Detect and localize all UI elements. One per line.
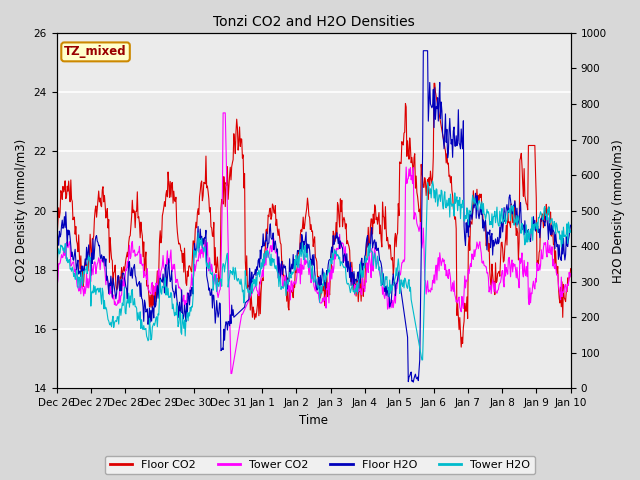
Title: Tonzi CO2 and H2O Densities: Tonzi CO2 and H2O Densities xyxy=(212,15,415,29)
Floor CO2 xyxy=(62,196,70,202)
Legend: Floor CO2, Tower CO2, Floor H2O, Tower H2O: Floor CO2, Tower CO2, Floor H2O, Tower H… xyxy=(105,456,535,474)
Line: Tower CO2: Tower CO2 xyxy=(56,113,571,373)
Tower CO2 xyxy=(392,286,400,291)
Floor H2O xyxy=(410,379,417,385)
Tower H2O xyxy=(567,228,575,233)
Floor H2O xyxy=(567,222,575,228)
Floor CO2 xyxy=(195,206,202,212)
Floor H2O xyxy=(167,277,175,283)
X-axis label: Time: Time xyxy=(299,414,328,427)
Tower H2O xyxy=(52,254,60,260)
Floor CO2 xyxy=(458,344,465,350)
Tower CO2 xyxy=(220,110,227,116)
Tower CO2 xyxy=(167,247,175,253)
Line: Floor CO2: Floor CO2 xyxy=(56,84,571,347)
Tower CO2 xyxy=(62,255,70,261)
Tower CO2 xyxy=(227,371,235,376)
Floor CO2 xyxy=(52,231,60,237)
Floor CO2 xyxy=(391,236,399,241)
Floor H2O xyxy=(391,279,399,285)
Line: Floor H2O: Floor H2O xyxy=(56,51,571,382)
Y-axis label: H2O Density (mmol/m3): H2O Density (mmol/m3) xyxy=(612,139,625,283)
Tower H2O xyxy=(115,321,123,327)
Floor CO2 xyxy=(430,81,438,86)
Floor CO2 xyxy=(167,194,175,200)
Tower H2O xyxy=(195,230,202,236)
Floor CO2 xyxy=(115,278,123,284)
Tower H2O xyxy=(62,241,70,247)
Text: TZ_mixed: TZ_mixed xyxy=(64,46,127,59)
Tower CO2 xyxy=(115,300,123,306)
Floor CO2 xyxy=(376,231,383,237)
Tower H2O xyxy=(429,178,436,184)
Tower H2O xyxy=(391,277,399,283)
Tower CO2 xyxy=(567,271,575,276)
Y-axis label: CO2 Density (mmol/m3): CO2 Density (mmol/m3) xyxy=(15,139,28,282)
Tower CO2 xyxy=(378,280,385,286)
Line: Tower H2O: Tower H2O xyxy=(56,181,571,360)
Floor H2O xyxy=(376,258,383,264)
Floor H2O xyxy=(115,274,123,279)
Floor H2O xyxy=(195,224,202,229)
Tower H2O xyxy=(418,357,426,363)
Floor H2O xyxy=(62,209,70,215)
Tower H2O xyxy=(167,290,175,296)
Tower H2O xyxy=(376,264,383,270)
Floor H2O xyxy=(52,236,60,241)
Tower CO2 xyxy=(52,273,60,279)
Floor H2O xyxy=(419,48,427,54)
Tower CO2 xyxy=(195,258,202,264)
Floor CO2 xyxy=(567,266,575,272)
